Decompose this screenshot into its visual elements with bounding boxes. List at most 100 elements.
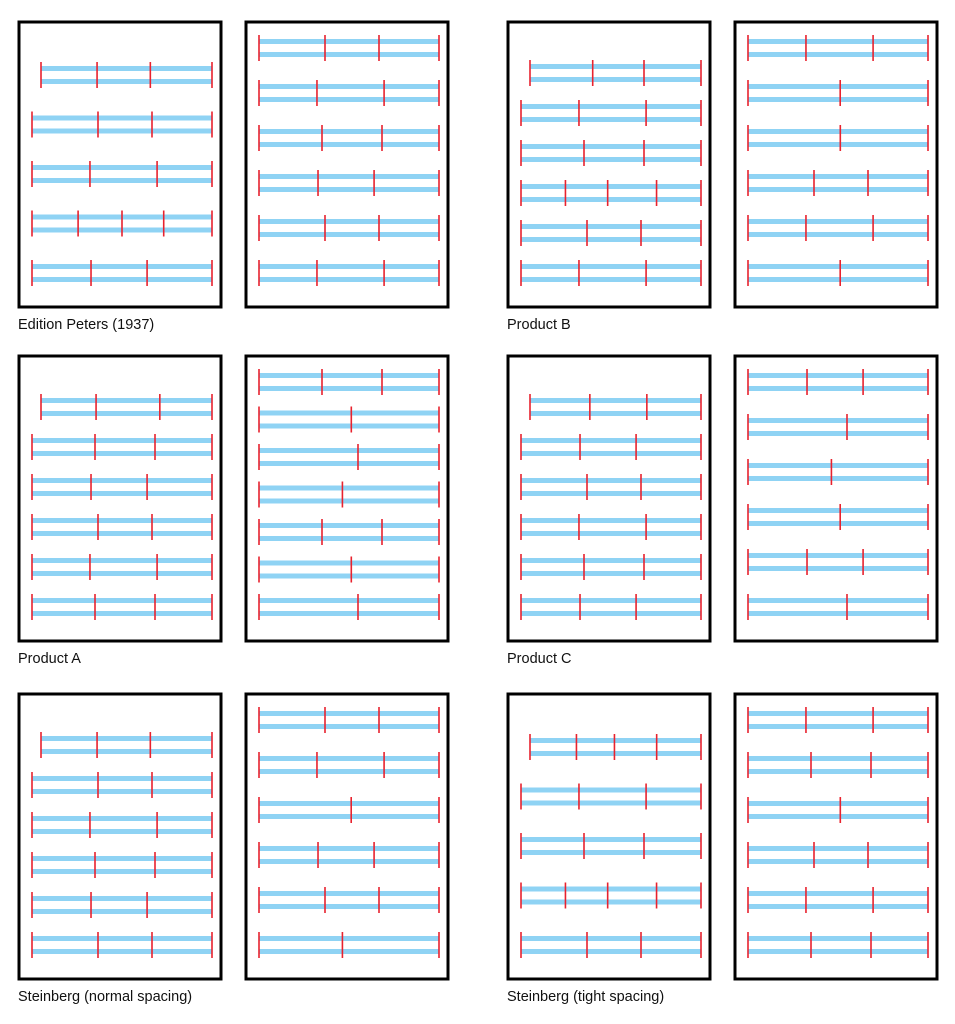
- staff-band-upper: [32, 115, 212, 121]
- staff-system: [258, 406, 440, 433]
- staff-system: [747, 260, 929, 286]
- staff-system: [40, 732, 213, 758]
- staff-band-upper: [259, 129, 439, 134]
- staff-band-lower: [259, 423, 439, 429]
- staff-band-lower: [521, 197, 701, 202]
- staff-band-lower: [748, 814, 928, 819]
- staff-band-lower: [521, 237, 701, 242]
- staff-band-upper: [521, 104, 701, 109]
- staff-band-lower: [32, 611, 212, 616]
- staff-system: [747, 797, 929, 823]
- staff-band-lower: [748, 904, 928, 909]
- staff-band-lower: [32, 571, 212, 576]
- staff-band-lower: [521, 611, 701, 616]
- staff-system: [258, 260, 440, 286]
- staff-band-lower: [521, 571, 701, 576]
- staff-band-upper: [521, 224, 701, 229]
- staff-band-upper: [521, 787, 701, 793]
- staff-band-lower: [748, 232, 928, 237]
- staff-band-upper: [748, 264, 928, 269]
- staff-system: [31, 554, 213, 580]
- left-page: [506, 354, 712, 643]
- staff-band-lower: [530, 751, 701, 756]
- staff-system: [258, 797, 440, 823]
- staff-system: [747, 707, 929, 733]
- staff-band-upper: [259, 84, 439, 89]
- staff-system: [258, 125, 440, 151]
- staff-system: [520, 554, 702, 580]
- staff-band-lower: [521, 531, 701, 536]
- staff-system: [747, 170, 929, 196]
- staff-band-lower: [32, 869, 212, 874]
- staff-system: [31, 514, 213, 540]
- staff-system: [747, 842, 929, 868]
- staff-band-lower: [259, 814, 439, 819]
- staff-system: [258, 932, 440, 958]
- staff-band-upper: [748, 598, 928, 603]
- staff-system: [529, 60, 702, 86]
- staff-band-lower: [521, 117, 701, 122]
- staff-band-lower: [748, 431, 928, 436]
- staff-system: [520, 220, 702, 246]
- staff-system: [31, 111, 213, 138]
- staff-band-upper: [259, 711, 439, 716]
- staff-system: [520, 140, 702, 166]
- staff-band-upper: [530, 738, 701, 743]
- staff-system: [747, 549, 929, 575]
- staff-system: [31, 210, 213, 237]
- staff-system: [258, 887, 440, 913]
- staff-band-lower: [32, 277, 212, 282]
- staff-system: [31, 772, 213, 798]
- staff-system: [258, 842, 440, 868]
- sample-caption: Steinberg (tight spacing): [507, 989, 664, 1005]
- sample-caption: Edition Peters (1937): [18, 317, 154, 333]
- staff-band-upper: [259, 373, 439, 378]
- staff-band-lower: [748, 187, 928, 192]
- staff-band-lower: [748, 521, 928, 526]
- staff-band-upper: [32, 558, 212, 563]
- staff-band-upper: [521, 184, 701, 189]
- staff-band-lower: [259, 232, 439, 237]
- staff-system: [31, 812, 213, 838]
- staff-band-lower: [748, 611, 928, 616]
- staff-band-upper: [521, 438, 701, 443]
- staff-band-lower: [259, 573, 439, 579]
- staff-band-upper: [748, 508, 928, 513]
- staff-band-lower: [32, 531, 212, 536]
- staff-band-upper: [521, 144, 701, 149]
- staff-system: [520, 882, 702, 909]
- staff-system: [31, 932, 213, 958]
- staff-system: [258, 519, 440, 545]
- staff-band-lower: [259, 187, 439, 192]
- staff-system: [31, 474, 213, 500]
- staff-band-upper: [32, 598, 212, 603]
- left-page: [506, 20, 712, 309]
- staff-band-upper: [259, 598, 439, 603]
- staff-band-upper: [32, 518, 212, 523]
- staff-band-lower: [521, 899, 701, 905]
- staff-system: [258, 80, 440, 106]
- sample-caption: Steinberg (normal spacing): [18, 989, 192, 1005]
- staff-band-upper: [748, 553, 928, 558]
- staff-band-upper: [748, 756, 928, 761]
- sample-group: Steinberg (normal spacing): [17, 692, 450, 1005]
- staff-system: [258, 752, 440, 778]
- staff-band-upper: [748, 84, 928, 89]
- staff-band-lower: [748, 724, 928, 729]
- staff-system: [520, 514, 702, 540]
- staff-band-upper: [259, 801, 439, 806]
- sample-group: Product B: [506, 20, 939, 333]
- staff-band-upper: [748, 129, 928, 134]
- staff-system: [747, 414, 929, 440]
- staff-band-upper: [32, 816, 212, 821]
- staff-band-lower: [748, 52, 928, 57]
- staff-system: [520, 594, 702, 620]
- staff-band-lower: [530, 411, 701, 416]
- staff-band-upper: [32, 776, 212, 781]
- staff-system: [40, 62, 213, 88]
- staff-system: [747, 887, 929, 913]
- staff-system: [747, 35, 929, 61]
- staff-band-upper: [521, 886, 701, 892]
- sample-group: Steinberg (tight spacing): [506, 692, 939, 1005]
- staff-band-upper: [41, 398, 212, 403]
